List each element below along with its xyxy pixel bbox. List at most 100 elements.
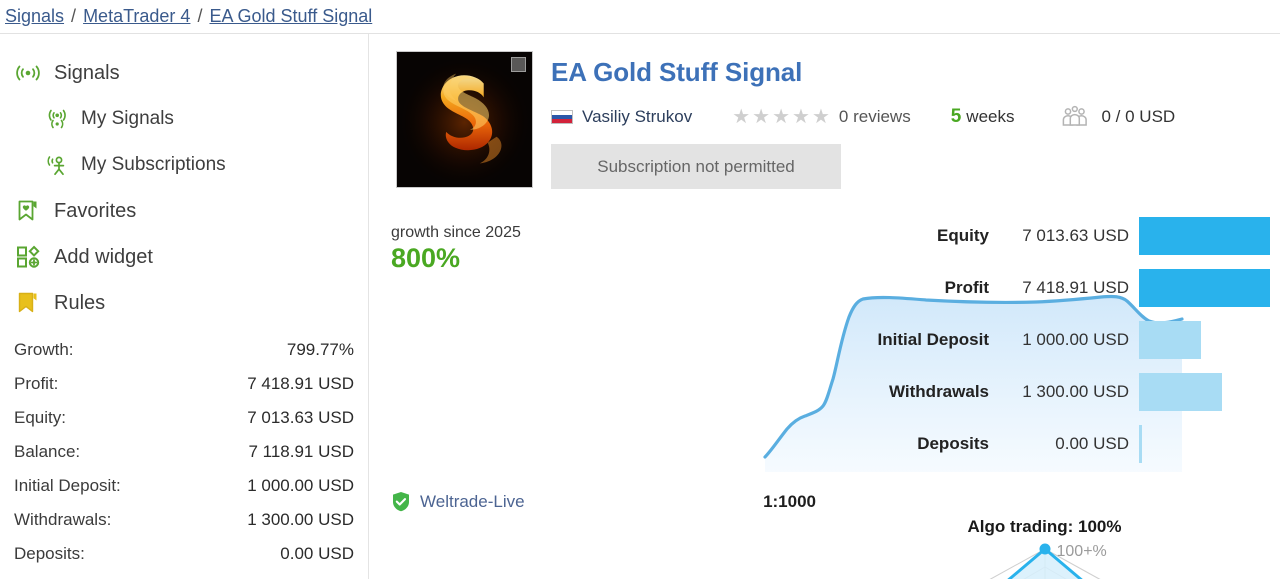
stat-value: 7 118.91 USD xyxy=(248,442,354,461)
account-stat-value: 7 013.63 USD xyxy=(1022,226,1129,245)
bookmark-heart-icon xyxy=(14,198,42,224)
stat-row: Growth: 799.77% xyxy=(14,340,354,374)
stat-label: Profit: xyxy=(14,374,59,393)
stat-label: Initial Deposit: xyxy=(14,476,121,495)
growth-chart-plot[interactable] xyxy=(761,279,1186,472)
breadcrumb: Signals / MetaTrader 4 / EA Gold Stuff S… xyxy=(0,0,1280,33)
stat-label: Balance: xyxy=(14,442,81,461)
rules-bookmark-icon xyxy=(14,290,42,316)
breadcrumb-item-ea-gold-stuff-signal[interactable]: EA Gold Stuff Signal xyxy=(209,6,373,26)
signal-title[interactable]: EA Gold Stuff Signal xyxy=(551,57,803,87)
sidebar-nav: Signals My Signals xyxy=(0,34,368,326)
account-stat-bar xyxy=(1139,269,1270,307)
sidebar-item-label: My Subscriptions xyxy=(81,154,226,175)
star-icon: ★ xyxy=(752,106,771,128)
stat-value: 1 000.00 USD xyxy=(247,476,354,495)
stat-row: Deposits: 0.00 USD xyxy=(14,544,354,578)
add-widget-icon xyxy=(14,244,42,270)
broker-row: Weltrade-Live 1:1000 xyxy=(391,491,816,512)
signal-meta-row: Vasiliy Strukov ★ ★ ★ ★ ★ 0 reviews 5 we… xyxy=(551,104,1175,130)
account-stats-panel: Equity 7 013.63 USD Profit 7 418.91 USD … xyxy=(809,210,1280,470)
account-stat-value: 7 418.91 USD xyxy=(1022,278,1129,297)
leverage-value: 1:1000 xyxy=(763,491,816,511)
account-stat-bar-wrap xyxy=(1139,262,1280,314)
breadcrumb-divider xyxy=(0,33,1280,34)
algo-trading-title: Algo trading: 100% xyxy=(967,517,1122,536)
breadcrumb-item-signals[interactable]: Signals xyxy=(5,6,65,26)
russia-flag-icon xyxy=(551,110,573,124)
algo-trading-section: Algo trading: 100% 100+% xyxy=(809,517,1280,579)
sidebar-item-add-widget[interactable]: Add widget xyxy=(0,234,368,280)
star-icon: ★ xyxy=(772,106,791,128)
subscribe-button[interactable]: Subscription not permitted xyxy=(551,144,841,189)
subscribers-people-icon xyxy=(1060,105,1090,129)
account-stat-row: Initial Deposit 1 000.00 USD xyxy=(809,314,1280,366)
sidebar-item-label: Rules xyxy=(54,291,106,314)
stat-label: Deposits: xyxy=(14,544,85,563)
stat-value: 7 013.63 USD xyxy=(247,408,354,427)
subscribers-value: 0 / 0 USD xyxy=(1101,107,1176,126)
account-stat-label: Profit xyxy=(944,278,989,297)
subscribe-button-label: Subscription not permitted xyxy=(597,156,795,176)
stat-row: Initial Deposit: 1 000.00 USD xyxy=(14,476,354,510)
signal-age-number: 5 xyxy=(950,106,962,127)
my-subscriptions-icon xyxy=(45,152,71,178)
sidebar-item-label: Signals xyxy=(54,61,120,84)
stat-row: Balance: 7 118.91 USD xyxy=(14,442,354,476)
account-stat-bar-wrap xyxy=(1139,418,1280,470)
account-stat-bar-wrap xyxy=(1139,366,1280,418)
sidebar-item-label: My Signals xyxy=(81,108,174,129)
sidebar-item-rules[interactable]: Rules xyxy=(0,280,368,326)
radar-chart-label: 100+% xyxy=(1056,543,1107,560)
account-stat-label: Deposits xyxy=(917,434,989,453)
star-icon: ★ xyxy=(732,106,751,128)
stat-label: Equity: xyxy=(14,408,66,427)
account-stat-bar xyxy=(1139,217,1270,255)
star-icon: ★ xyxy=(811,106,830,128)
avatar-expand-badge-icon[interactable] xyxy=(511,57,526,72)
signal-info: EA Gold Stuff Signal Vasiliy Strukov ★ ★… xyxy=(551,51,1175,189)
sidebar-item-label: Add widget xyxy=(54,245,153,268)
stat-value: 7 418.91 USD xyxy=(247,374,354,393)
growth-chart-caption: growth since 2025 xyxy=(391,224,521,241)
sidebar-item-my-subscriptions[interactable]: My Subscriptions xyxy=(0,142,368,188)
stat-row: Equity: 7 013.63 USD xyxy=(14,408,354,442)
stat-row: Profit: 7 418.91 USD xyxy=(14,374,354,408)
breadcrumb-separator: / xyxy=(197,6,203,26)
signal-header: EA Gold Stuff Signal Vasiliy Strukov ★ ★… xyxy=(396,51,1175,189)
sidebar-item-label: Favorites xyxy=(54,199,137,222)
flaming-s-logo-icon xyxy=(397,52,532,187)
rating-stars[interactable]: ★ ★ ★ ★ ★ xyxy=(732,107,830,127)
account-stat-row: Equity 7 013.63 USD xyxy=(809,210,1280,262)
account-stat-value: 1 000.00 USD xyxy=(1022,330,1129,349)
radar-chart[interactable]: 100+% xyxy=(809,537,1280,579)
account-stat-bar xyxy=(1139,321,1201,359)
stat-value: 799.77% xyxy=(286,340,354,359)
signal-waves-icon xyxy=(14,60,42,86)
radar-chart-plot xyxy=(989,543,1100,579)
author-link[interactable]: Vasiliy Strukov xyxy=(582,107,693,126)
account-stat-value: 0.00 USD xyxy=(1055,434,1129,453)
account-stat-bar xyxy=(1139,373,1222,411)
account-stat-row: Withdrawals 1 300.00 USD xyxy=(809,366,1280,418)
avatar[interactable] xyxy=(396,51,533,188)
sidebar-item-signals[interactable]: Signals xyxy=(0,50,368,96)
account-stat-row: Deposits 0.00 USD xyxy=(809,418,1280,470)
star-icon: ★ xyxy=(792,106,810,128)
account-stat-bar-wrap xyxy=(1139,210,1280,262)
account-stat-value: 1 300.00 USD xyxy=(1022,382,1129,401)
account-stat-bar xyxy=(1139,425,1142,463)
sidebar-item-my-signals[interactable]: My Signals xyxy=(0,96,368,142)
stat-label: Withdrawals: xyxy=(14,510,112,529)
column-divider xyxy=(368,34,369,579)
account-stat-label: Equity xyxy=(937,226,989,245)
my-signals-icon xyxy=(45,106,71,132)
growth-chart-value: 800% xyxy=(391,243,461,273)
breadcrumb-item-metatrader-4[interactable]: MetaTrader 4 xyxy=(83,6,191,26)
account-stat-bar-wrap xyxy=(1139,314,1280,366)
stat-label: Growth: xyxy=(14,340,74,359)
account-stat-label: Initial Deposit xyxy=(877,330,989,349)
broker-name-link[interactable]: Weltrade-Live xyxy=(420,491,525,511)
sidebar-stats: Growth: 799.77% Profit: 7 418.91 USD Equ… xyxy=(0,340,368,579)
sidebar-item-favorites[interactable]: Favorites xyxy=(0,188,368,234)
